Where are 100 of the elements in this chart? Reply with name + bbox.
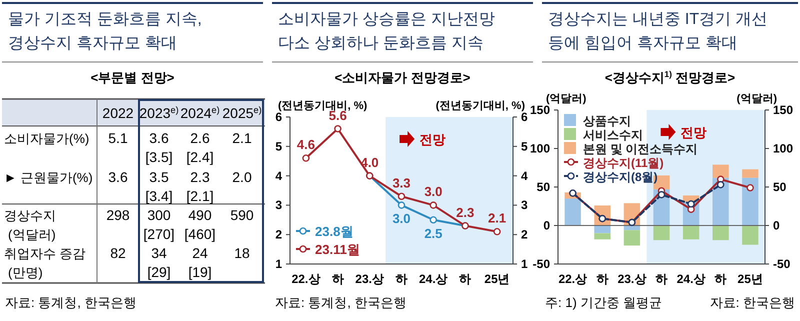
x-tick-label: 하 — [714, 272, 727, 286]
y2-axis-title: (전년동기대비, %) — [436, 100, 526, 112]
x-tick-label: 하 — [596, 272, 608, 286]
point — [658, 191, 666, 198]
text: 34 — [151, 245, 167, 261]
chart-subtitle: <소비자물가 전망경로> — [334, 70, 471, 85]
point — [398, 192, 406, 200]
bar — [742, 178, 758, 226]
legend-label: 23.11월 — [315, 242, 360, 257]
y-tick-label: 1 — [275, 257, 282, 271]
legend-label: 경상수지(8월) — [583, 170, 658, 184]
x-tick-label: 하 — [396, 272, 408, 286]
y2-tick-label: -50 — [773, 257, 791, 271]
category-label: (억달러) — [8, 227, 56, 242]
bar — [682, 226, 700, 240]
bar — [624, 230, 640, 246]
x-tick-label: 25년 — [738, 272, 763, 286]
text: 5.1 — [108, 130, 128, 146]
category-label: 2022 — [102, 105, 134, 121]
y2-axis-title: (억달러) — [736, 93, 778, 105]
text: 주: 1) 기간중 월평균 — [545, 295, 662, 310]
text: 2.3 — [190, 169, 210, 185]
text: 2.6 — [190, 130, 210, 146]
text: [460] — [184, 226, 216, 242]
point — [746, 184, 754, 192]
point — [493, 228, 501, 236]
text: 24 — [192, 245, 208, 261]
text: 82 — [110, 245, 126, 261]
x-tick-label: 23.상 — [355, 272, 384, 286]
bar — [594, 226, 610, 234]
data-label: 3.3 — [392, 175, 411, 190]
bar — [594, 233, 610, 240]
text: [270] — [143, 226, 175, 242]
text: 3.6 — [108, 169, 128, 185]
category-label: 2025$^{e)}$ — [222, 105, 262, 121]
text: [2.1] — [186, 188, 214, 204]
bar — [712, 226, 729, 240]
x-tick-label: 하 — [332, 272, 344, 286]
category-label: 취업자수 증감 — [4, 246, 86, 261]
data-label: 3.0 — [392, 211, 411, 226]
bar — [564, 198, 581, 226]
x-tick-label: 하 — [459, 272, 472, 286]
y-tick-label: 3 — [275, 198, 282, 212]
x-tick-label: 25년 — [484, 272, 510, 286]
annotation: 전망 — [420, 132, 446, 147]
data-label: 2.5 — [424, 226, 442, 241]
text: 18 — [234, 245, 250, 261]
bar — [712, 164, 729, 178]
point — [398, 202, 406, 209]
bar — [742, 169, 758, 178]
point — [302, 154, 310, 162]
y2-tick-label: 1 — [521, 257, 528, 271]
y-tick-label: 2 — [275, 228, 282, 242]
y-tick-label: 4 — [275, 168, 282, 183]
data-label: 2.1 — [488, 210, 506, 226]
x-tick-label: 24.상 — [419, 272, 448, 286]
text: 2.1 — [232, 130, 252, 146]
category-label: 2024$^{e)}$ — [180, 105, 220, 121]
y2-tick-label: 50 — [773, 180, 787, 194]
data-label: 2.3 — [456, 204, 474, 220]
y-axis-title: (억달러) — [546, 93, 587, 105]
y-tick-label: 100 — [530, 142, 550, 156]
annotation: 전망 — [680, 125, 707, 140]
legend-label: 23.8월 — [315, 224, 354, 239]
text: [3.4] — [145, 188, 173, 204]
point — [334, 125, 342, 132]
x-tick-label: 22.상 — [558, 272, 588, 286]
category-label: (만명) — [8, 265, 43, 280]
chart-subtitle: <경상수지$^{1)}$ 전망경로> — [604, 69, 736, 85]
category-label: 2023$^{e)}$ — [139, 105, 179, 121]
text: 자료: 한국은행 — [710, 295, 795, 310]
chart-title: 소비자물가 상승률은 지난전망 다소 상회하나 둔화흐름 지속 — [278, 11, 495, 52]
text: 300 — [147, 207, 171, 223]
y-tick-label: 0 — [543, 218, 550, 232]
text: [19] — [188, 264, 212, 280]
legend-label: 상품수지 — [582, 114, 631, 128]
y-tick-label: 5 — [275, 139, 282, 154]
x-tick-label: 24.상 — [676, 272, 706, 286]
text: 490 — [188, 207, 212, 223]
category-label: 소비자물가(%) — [4, 131, 90, 146]
data-label: 3.0 — [424, 184, 442, 200]
point — [430, 202, 438, 209]
data-label: 4.0 — [360, 154, 379, 170]
legend-label: 서비스수지 — [583, 128, 643, 142]
chart-title: 경상수지는 내년중 IT경기 개선 등에 힘입어 흑자규모 확대 — [548, 11, 768, 52]
x-tick-label: 하 — [656, 272, 668, 286]
y-tick-label: 50 — [536, 180, 550, 194]
category-label: ► 근원물가(%) — [4, 170, 93, 185]
text: 자료: 통계청, 한국은행 — [5, 295, 136, 310]
y2-tick-label: 100 — [773, 142, 794, 156]
text: 298 — [106, 207, 130, 223]
y-tick-label: 6 — [275, 110, 282, 124]
y2-tick-label: 6 — [521, 110, 528, 124]
y2-tick-label: 150 — [773, 103, 794, 117]
bar — [653, 226, 670, 240]
text: [3.5] — [145, 149, 173, 165]
text: [2.4] — [186, 149, 214, 165]
bar — [742, 226, 758, 245]
point — [716, 181, 724, 188]
text: 자료: 통계청, 한국은행 — [275, 295, 406, 310]
